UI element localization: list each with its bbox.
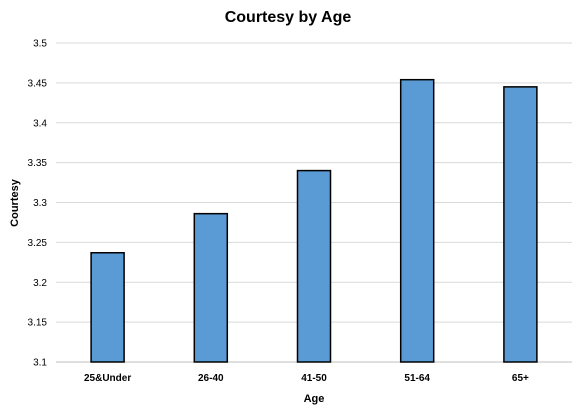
y-tick-label: 3.45 <box>28 78 48 89</box>
y-axis-title: Courtesy <box>9 178 21 227</box>
y-tick-label: 3.25 <box>28 238 48 249</box>
x-tick-label: 41-50 <box>301 373 327 384</box>
y-tick-labels: 3.1 3.15 3.2 3.25 3.3 3.35 3.4 3.45 3.5 <box>28 39 48 369</box>
bar-26-40 <box>193 212 229 363</box>
bars <box>90 78 538 363</box>
y-tick-label: 3.3 <box>33 198 47 209</box>
x-tick-label: 25&Under <box>84 373 131 384</box>
y-tick-label: 3.1 <box>33 358 47 369</box>
y-tick-label: 3.4 <box>33 118 47 129</box>
chart-title: Courtesy by Age <box>225 9 352 26</box>
bar-41-50 <box>296 169 332 363</box>
bar-65+ <box>503 86 538 363</box>
x-tick-label: 51-64 <box>404 373 430 384</box>
x-tick-labels: 25&Under 26-40 41-50 51-64 65+ <box>84 373 529 384</box>
x-axis-title: Age <box>304 393 325 405</box>
y-tick-label: 3.35 <box>28 158 48 169</box>
y-tick-label: 3.2 <box>33 278 47 289</box>
y-tick-label: 3.5 <box>33 39 47 50</box>
bar-51-64 <box>399 78 435 363</box>
x-tick-label: 65+ <box>512 373 529 384</box>
bar-25&Under <box>90 251 125 363</box>
x-tick-label: 26-40 <box>198 373 224 384</box>
y-tick-label: 3.15 <box>28 318 48 329</box>
